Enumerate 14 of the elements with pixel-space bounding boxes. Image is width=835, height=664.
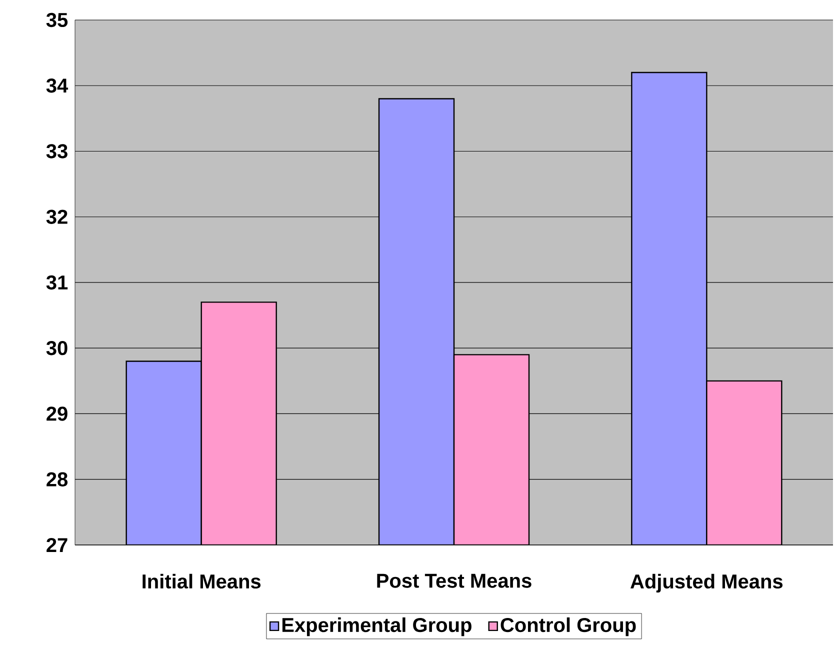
y-tick-label: 34 bbox=[46, 78, 68, 93]
y-tick-label: 31 bbox=[46, 275, 68, 290]
x-tick-label: Post Test Means bbox=[377, 574, 532, 588]
y-tick-label: 33 bbox=[46, 144, 68, 158]
x-tick-label: Adjusted Means bbox=[630, 574, 783, 592]
y-tick-label: 27 bbox=[46, 538, 68, 552]
legend-label: Control Group bbox=[500, 617, 636, 636]
legend-label: Experimental Group bbox=[282, 617, 472, 636]
y-tick-label: 35 bbox=[46, 12, 68, 28]
y-tick-label: 32 bbox=[46, 210, 68, 224]
y-tick-label: 29 bbox=[46, 406, 68, 421]
y-tick-label: 30 bbox=[46, 341, 68, 356]
y-tick-label: 28 bbox=[46, 472, 68, 486]
x-tick-label: Initial Means bbox=[142, 574, 261, 589]
